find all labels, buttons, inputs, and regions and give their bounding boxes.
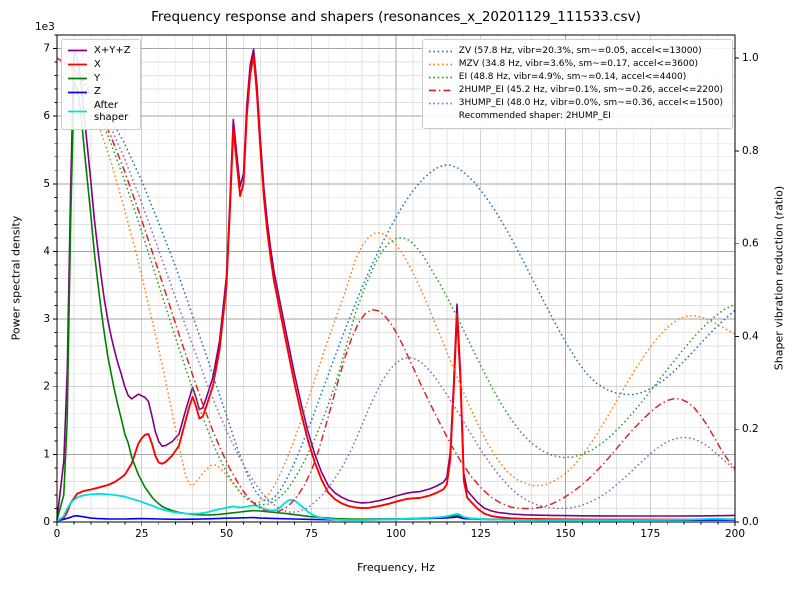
legend-line-sample [428, 63, 452, 66]
legend-item-psd-x: X [67, 59, 131, 71]
y-left-tick-label: 7 [43, 43, 50, 55]
legend-line-sample [428, 76, 452, 79]
y-left-tick-label: 0 [43, 516, 50, 528]
series-zv [56, 57, 736, 503]
tick-marks [53, 34, 739, 526]
legend-item-after-shaper: After shaper [67, 100, 131, 124]
legend-label: Z [94, 86, 101, 98]
x-tick-label: 25 [135, 528, 148, 540]
legend-item-ei: EI (48.8 Hz, vibr=4.9%, sm~=0.14, accel<… [428, 72, 723, 83]
y-left-tick-label: 1 [43, 448, 50, 460]
y-right-tick-label: 0.0 [742, 516, 759, 528]
legend-item-zv: ZV (57.8 Hz, vibr=20.3%, sm~=0.05, accel… [428, 46, 723, 57]
x-tick-label: 200 [725, 528, 745, 540]
legend-item-2hump-ei: 2HUMP_EI (45.2 Hz, vibr=0.1%, sm~=0.26, … [428, 85, 723, 96]
series-2hump-ei [56, 57, 736, 514]
y-axis-left-label: Power spectral density [9, 215, 23, 341]
y-right-tick-label: 0.6 [742, 238, 759, 250]
x-tick-label: 0 [54, 528, 61, 540]
legend-label: MZV (34.8 Hz, vibr=3.6%, sm~=0.17, accel… [458, 59, 698, 70]
x-tick-label: 125 [471, 528, 491, 540]
y-left-tick-label: 5 [43, 178, 50, 190]
legend-item-3hump-ei: 3HUMP_EI (48.0 Hz, vibr=0.0%, sm~=0.36, … [428, 98, 723, 109]
tick-labels: 0 25 50 75 100 125 150 175 200 0 1 2 3 4 5 6 7 0.0 0.2 0.4 0… [43, 43, 759, 541]
y-left-tick-label: 3 [43, 313, 50, 325]
legend-line-sample [68, 111, 87, 113]
x-tick-label: 150 [555, 528, 575, 540]
series-after-shaper [56, 492, 736, 523]
y-left-tick-label: 2 [43, 381, 50, 393]
x-tick-label: 75 [305, 528, 318, 540]
legend-shapers: ZV (57.8 Hz, vibr=20.3%, sm~=0.05, accel… [421, 39, 733, 129]
legend-line-sample [68, 91, 87, 94]
legend-note: Recommended shaper: 2HUMP_EI [458, 111, 611, 121]
legend-item-psd-z: Z [67, 86, 131, 98]
legend-label: Y [94, 72, 101, 84]
legend-line-sample [68, 50, 87, 52]
series-lines [56, 48, 736, 523]
y-axis-right-label: Shaper vibration reduction (ratio) [772, 185, 786, 371]
y-right-tick-label: 0.8 [742, 145, 759, 157]
chart-title: Frequency response and shapers (resonanc… [151, 9, 641, 25]
legend-label: ZV (57.8 Hz, vibr=20.3%, sm~=0.05, accel… [458, 46, 702, 57]
x-axis-label: Frequency, Hz [357, 561, 435, 574]
legend-line-sample [68, 77, 87, 80]
x-tick-label: 175 [640, 528, 660, 540]
legend-label: 2HUMP_EI (45.2 Hz, vibr=0.1%, sm~=0.26, … [458, 85, 723, 96]
y-right-tick-label: 0.4 [742, 330, 759, 342]
legend-note-row: Recommended shaper: 2HUMP_EI [428, 111, 723, 122]
legend-item-mzv: MZV (34.8 Hz, vibr=3.6%, sm~=0.17, accel… [428, 59, 723, 70]
y-axis-offset-text: 1e3 [35, 21, 55, 33]
y-left-tick-label: 6 [43, 110, 50, 122]
y-right-tick-label: 0.2 [742, 423, 759, 435]
legend-label: After shaper [94, 100, 129, 123]
series-mzv [56, 57, 736, 504]
legend-line-sample [428, 50, 452, 53]
legend-line-sample [428, 89, 452, 92]
legend-line-sample [428, 102, 452, 105]
series-psd-x [56, 54, 736, 522]
y-right-tick-label: 1.0 [742, 52, 759, 64]
legend-item-psd-xyz: X+Y+Z [67, 45, 131, 57]
series-ei [56, 57, 736, 506]
x-tick-label: 100 [386, 528, 406, 540]
legend-label: X+Y+Z [94, 45, 131, 56]
legend-label: 3HUMP_EI (48.0 Hz, vibr=0.0%, sm~=0.36, … [458, 98, 723, 109]
legend-item-psd-y: Y [67, 73, 131, 85]
x-tick-label: 50 [220, 528, 233, 540]
legend-line-sample [68, 63, 87, 66]
legend-psd-axes: X+Y+Z X Y Z After shaper [61, 39, 141, 130]
series-psd-y [56, 81, 736, 522]
legend-label: X [94, 58, 101, 70]
y-left-tick-label: 4 [43, 245, 50, 257]
legend-label: EI (48.8 Hz, vibr=4.9%, sm~=0.14, accel<… [458, 72, 687, 83]
